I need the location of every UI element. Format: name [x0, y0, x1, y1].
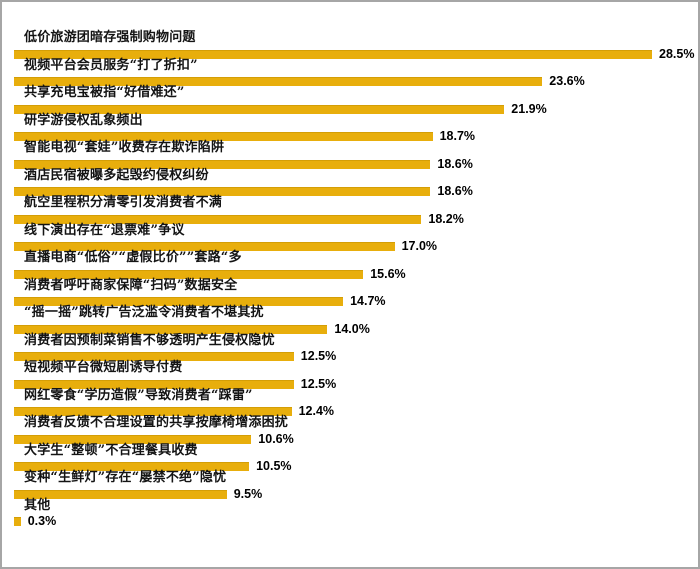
- category-label: 低价旅游团暗存强制购物问题: [24, 30, 196, 45]
- bar: [14, 77, 543, 86]
- category-label: 变种“生鲜灯”存在“屡禁不绝”隐忧: [24, 470, 227, 485]
- chart-row: 酒店民宿被曝多起毁约侵权纠纷 18.6%: [14, 167, 700, 198]
- bar-line: 18.6%: [14, 184, 700, 198]
- category-label: 直播电商“低俗”“虚假比价””套路“多: [24, 250, 242, 265]
- bar: [14, 214, 422, 224]
- value-label: 21.9%: [511, 101, 547, 116]
- chart-row: 网红零食“学历造假”导致消费者“踩雷” 12.4%: [14, 387, 700, 418]
- category-label: 视频平台会员服务“打了折扣”: [24, 57, 198, 73]
- bar-chart: 低价旅游团暗存强制购物问题 28.5% 视频平台会员服务“打了折扣” 23.6%…: [14, 30, 700, 528]
- bar-line: 23.6%: [14, 74, 700, 88]
- bar-line: 14.0%: [14, 321, 700, 336]
- chart-row: 共享充电宝被指“好借难还” 21.9%: [14, 85, 700, 116]
- chart-row: 消费者反馈不合理设置的共享按摩椅增添困扰 10.6%: [14, 415, 700, 446]
- bar-line: 9.5%: [14, 486, 700, 501]
- value-label: 18.2%: [428, 211, 464, 226]
- bar: [14, 489, 227, 499]
- bar-line: 10.6%: [14, 431, 700, 446]
- value-label: 15.6%: [370, 266, 406, 281]
- category-label: 智能电视“套娃”收费存在欺诈陷阱: [24, 140, 225, 155]
- category-label: 大学生“整顿”不合理餐具收费: [24, 442, 198, 458]
- value-label: 23.6%: [549, 74, 585, 88]
- bar-line: 14.7%: [14, 294, 700, 308]
- chart-row: 研学游侵权乱象频出 18.7%: [14, 112, 700, 143]
- category-label: 航空里程积分清零引发消费者不满: [24, 195, 223, 210]
- category-label: 消费者呼吁商家保障“扫码”数据安全: [24, 277, 238, 293]
- value-label: 10.6%: [258, 431, 294, 446]
- category-label: 共享充电宝被指“好借难还”: [24, 85, 185, 100]
- bar: [14, 159, 431, 169]
- chart-row: 低价旅游团暗存强制购物问题 28.5%: [14, 30, 700, 61]
- bar-line: 15.6%: [14, 266, 700, 281]
- chart-row: 消费者呼吁商家保障“扫码”数据安全 14.7%: [14, 277, 700, 308]
- bar-line: 28.5%: [14, 46, 700, 61]
- value-label: 12.5%: [300, 349, 337, 363]
- value-label: 14.0%: [334, 321, 370, 336]
- category-label: 短视频平台微短剧诱导付费: [24, 360, 183, 375]
- bar: [14, 49, 652, 59]
- bar: [14, 104, 505, 114]
- chart-row: 短视频平台微短剧诱导付费 12.5%: [14, 360, 700, 391]
- bar: [14, 407, 292, 416]
- bar-line: 12.4%: [14, 404, 700, 418]
- chart-row: 大学生“整顿”不合理餐具收费 10.5%: [14, 442, 700, 473]
- bar-line: 12.5%: [14, 349, 700, 363]
- value-label: 18.6%: [437, 156, 473, 171]
- category-label: “摇一摇”跳转广告泛滥令消费者不堪其扰: [24, 305, 264, 320]
- chart-row: 航空里程积分清零引发消费者不满 18.2%: [14, 195, 700, 226]
- bar-line: 21.9%: [14, 101, 700, 116]
- bar-line: 0.3%: [14, 514, 700, 528]
- value-label: 18.7%: [439, 129, 476, 143]
- chart-row: 线下演出存在“退票难”争议 17.0%: [14, 222, 700, 253]
- bar: [14, 517, 21, 526]
- bar-line: 18.6%: [14, 156, 700, 171]
- bar-line: 17.0%: [14, 239, 700, 253]
- bar-line: 18.7%: [14, 129, 700, 143]
- value-label: 17.0%: [401, 239, 438, 253]
- chart-row: 视频平台会员服务“打了折扣” 23.6%: [14, 57, 700, 88]
- bar-line: 10.5%: [14, 459, 700, 473]
- bar: [14, 269, 364, 279]
- bar-line: 18.2%: [14, 211, 700, 226]
- bar: [14, 434, 252, 444]
- chart-row: 变种“生鲜灯”存在“屡禁不绝”隐忧 9.5%: [14, 470, 700, 501]
- bar: [14, 462, 250, 471]
- chart-row: “摇一摇”跳转广告泛滥令消费者不堪其扰 14.0%: [14, 305, 700, 336]
- bar: [14, 352, 294, 361]
- category-label: 线下演出存在“退票难”争议: [24, 222, 185, 238]
- category-label: 网红零食“学历造假”导致消费者“踩雷”: [24, 387, 253, 403]
- value-label: 12.4%: [298, 404, 335, 418]
- category-label: 酒店民宿被曝多起毁约侵权纠纷: [24, 167, 209, 183]
- chart-row: 其他 0.3%: [14, 497, 700, 528]
- category-label: 消费者反馈不合理设置的共享按摩椅增添困扰: [24, 415, 289, 430]
- category-label: 研学游侵权乱象频出: [24, 112, 143, 128]
- bar: [14, 187, 431, 196]
- bar: [14, 297, 344, 306]
- value-label: 18.6%: [437, 184, 473, 198]
- value-label: 0.3%: [27, 514, 57, 528]
- value-label: 12.5%: [300, 376, 337, 391]
- value-label: 28.5%: [659, 46, 695, 61]
- bar: [14, 324, 328, 334]
- bar: [14, 379, 294, 389]
- value-label: 14.7%: [350, 294, 386, 308]
- bar-line: 12.5%: [14, 376, 700, 391]
- value-label: 9.5%: [233, 486, 263, 501]
- bar: [14, 242, 395, 251]
- chart-row: 直播电商“低俗”“虚假比价””套路“多 15.6%: [14, 250, 700, 281]
- value-label: 10.5%: [256, 459, 292, 473]
- chart-row: 智能电视“套娃”收费存在欺诈陷阱 18.6%: [14, 140, 700, 171]
- chart-row: 消费者因预制菜销售不够透明产生侵权隐忧 12.5%: [14, 332, 700, 363]
- category-label: 其他: [24, 497, 51, 513]
- category-label: 消费者因预制菜销售不够透明产生侵权隐忧: [24, 332, 275, 348]
- bar: [14, 132, 433, 141]
